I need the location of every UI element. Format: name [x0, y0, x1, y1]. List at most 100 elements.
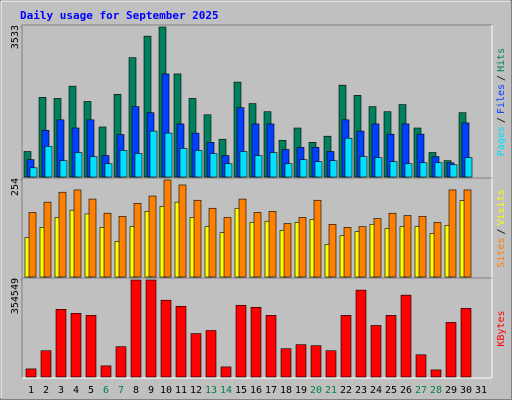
legend-entry: Sites	[496, 238, 507, 268]
bar	[329, 160, 338, 178]
legend: Pages / Files / Hits	[496, 48, 507, 156]
bar	[89, 156, 98, 178]
bar	[235, 304, 247, 378]
bar	[28, 212, 37, 278]
bar	[328, 223, 337, 278]
x-tick-label: 1	[28, 385, 34, 396]
bar	[374, 157, 383, 178]
bar	[415, 354, 427, 378]
bar	[268, 211, 277, 278]
bar	[313, 199, 322, 278]
bar	[389, 161, 398, 178]
bar	[370, 325, 382, 378]
bar	[209, 153, 218, 178]
bar	[385, 315, 397, 378]
x-tick-label: 24	[370, 385, 382, 396]
bar	[299, 159, 308, 178]
legend-entry: KBytes	[496, 310, 507, 346]
bar	[460, 307, 472, 378]
bar	[433, 222, 442, 278]
chart-title: Daily usage for September 2025	[20, 9, 219, 22]
bar	[205, 330, 217, 378]
bar	[164, 132, 173, 178]
legend-entry: Pages	[496, 126, 507, 156]
legend-entry: Files	[496, 84, 507, 114]
x-tick-label: 28	[430, 385, 442, 396]
x-tick-label: 19	[295, 385, 307, 396]
bar	[74, 152, 83, 178]
legend-separator: /	[496, 117, 507, 123]
y-tick-label: 3533	[10, 25, 21, 49]
bar	[265, 315, 277, 378]
x-tick-label: 23	[355, 385, 367, 396]
bar	[355, 289, 367, 378]
bar	[253, 212, 262, 278]
legend-separator: /	[496, 75, 507, 81]
bar	[133, 202, 142, 278]
bar	[134, 153, 143, 178]
bar	[193, 199, 202, 278]
bar	[254, 155, 263, 178]
bar	[149, 130, 158, 178]
x-tick-label: 15	[235, 385, 247, 396]
x-tick-label: 21	[325, 385, 337, 396]
legend-entry: Hits	[496, 48, 507, 72]
x-tick-label: 4	[73, 385, 79, 396]
x-tick-label: 29	[445, 385, 457, 396]
bar	[130, 279, 142, 378]
bar	[269, 152, 278, 178]
x-tick-label: 3	[58, 385, 64, 396]
bar	[223, 217, 232, 278]
x-tick-label: 6	[103, 385, 109, 396]
bar	[29, 167, 38, 178]
bar	[73, 189, 82, 278]
x-tick-label: 16	[250, 385, 262, 396]
x-tick-label: 22	[340, 385, 352, 396]
bar	[358, 226, 367, 278]
x-tick-label: 20	[310, 385, 322, 396]
bar	[175, 305, 187, 378]
bar	[238, 198, 247, 278]
bar	[163, 179, 172, 278]
bar	[388, 212, 397, 278]
bar	[340, 315, 352, 378]
y-tick-label: 354549	[10, 278, 21, 314]
bar	[58, 191, 67, 278]
bar	[59, 160, 68, 178]
bar	[115, 346, 127, 378]
x-tick-label: 9	[148, 385, 154, 396]
bar	[25, 368, 37, 378]
y-tick-label: 254	[10, 178, 21, 196]
bar	[148, 195, 157, 278]
bar	[403, 215, 412, 278]
x-tick-label: 14	[220, 385, 232, 396]
bar	[314, 161, 323, 178]
bar	[44, 146, 53, 178]
bar	[404, 163, 413, 178]
bar	[325, 350, 337, 378]
bar	[239, 151, 248, 178]
bar	[208, 207, 217, 278]
bar	[43, 201, 52, 278]
bar	[463, 189, 472, 278]
bar	[70, 313, 82, 378]
bar	[88, 198, 97, 278]
legend: Sites / Visits	[496, 189, 507, 267]
x-tick-label: 26	[400, 385, 412, 396]
bar	[344, 137, 353, 178]
bar	[464, 157, 473, 178]
bar	[40, 350, 52, 378]
bar	[448, 189, 457, 278]
bar	[55, 309, 67, 378]
x-tick-label: 25	[385, 385, 397, 396]
x-tick-label: 12	[190, 385, 202, 396]
bar	[160, 299, 172, 378]
bar	[104, 163, 113, 178]
bar	[445, 322, 457, 378]
x-tick-label: 10	[160, 385, 172, 396]
x-tick-label: 27	[415, 385, 427, 396]
bar	[419, 162, 428, 178]
x-tick-label: 7	[118, 385, 124, 396]
bar	[85, 315, 97, 378]
